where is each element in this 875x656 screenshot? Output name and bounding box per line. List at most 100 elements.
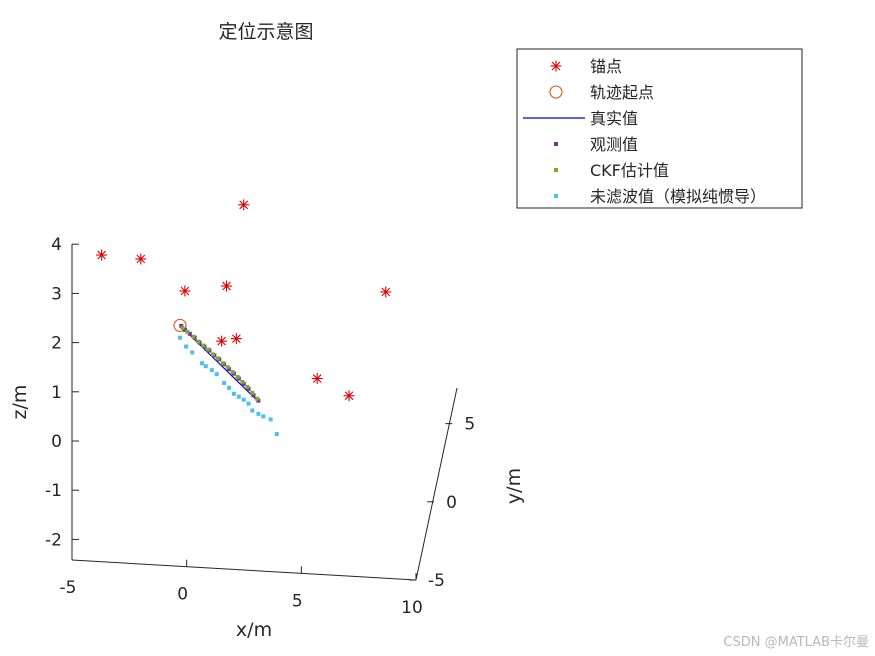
asterisk-stroke	[222, 281, 231, 291]
series-轨迹起点	[173, 318, 187, 332]
x-tick-label: -5	[60, 578, 77, 598]
data-point	[179, 285, 191, 297]
data-point	[178, 335, 182, 340]
x-axis-label: x/m	[236, 619, 272, 641]
legend-box	[516, 48, 803, 209]
z-tick-label: 3	[51, 284, 62, 304]
z-tick-label: 0	[51, 432, 62, 452]
data-point	[255, 396, 260, 401]
y-tick-label: 5	[464, 415, 475, 435]
asterisk-stroke	[344, 391, 354, 401]
data-point	[200, 361, 205, 366]
legend-label: 锚点	[590, 57, 622, 76]
data-point	[184, 344, 189, 349]
series-CKF估计值	[180, 325, 260, 401]
data-point	[214, 372, 219, 377]
data-point	[187, 331, 192, 336]
data-point	[211, 352, 216, 357]
legend-label: 轨迹起点	[590, 83, 654, 102]
asterisk-stroke	[232, 334, 241, 344]
legend-marker	[554, 168, 558, 172]
data-point	[343, 390, 355, 402]
data-point	[185, 329, 190, 334]
data-point	[206, 347, 211, 352]
z-tick-label: 4	[51, 235, 62, 255]
data-point	[246, 401, 251, 406]
data-point	[180, 325, 185, 330]
asterisk-stroke	[136, 254, 146, 264]
data-point	[190, 350, 195, 355]
asterisk-stroke	[381, 287, 391, 297]
data-point	[196, 339, 201, 344]
data-point	[311, 373, 323, 385]
z-tick-label: -1	[45, 481, 62, 501]
y-axis-label: y/m	[503, 468, 525, 504]
data-point	[274, 432, 279, 437]
data-point	[227, 385, 231, 390]
asterisk-stroke	[551, 61, 561, 71]
legend-label: 未滤波值（模拟纯惯导）	[590, 187, 766, 206]
data-point	[238, 199, 250, 211]
y-axis-line	[415, 387, 458, 581]
data-point	[216, 335, 228, 347]
legend-label: 真实值	[590, 109, 638, 128]
series-锚点	[96, 199, 392, 402]
data-point	[231, 391, 236, 396]
data-point	[240, 379, 245, 384]
series-未滤波值（模拟纯惯导）	[178, 335, 279, 437]
data-point	[221, 280, 233, 292]
axes: -2 -1 0 1 2 3 4 z/m -5 0 5 10 x/m -5 0 5 y/m	[9, 235, 525, 641]
data-point	[182, 327, 187, 332]
asterisk-stroke	[217, 336, 226, 346]
data-point	[215, 356, 220, 361]
data-point	[250, 390, 255, 395]
z-axis-label: z/m	[9, 385, 31, 420]
data-point	[230, 333, 242, 345]
data-point	[380, 286, 392, 298]
data-point	[268, 417, 273, 422]
data-point	[245, 384, 250, 389]
data-point	[96, 249, 108, 261]
data-point	[251, 393, 256, 398]
data-point	[230, 370, 235, 375]
series-观测值	[179, 323, 261, 403]
z-tick-label: -2	[45, 530, 62, 550]
legend-marker	[549, 85, 563, 99]
data-point	[241, 397, 246, 402]
asterisk-stroke	[312, 374, 322, 383]
data-point	[203, 364, 208, 369]
data-point	[225, 365, 230, 370]
legend-label: CKF估计值	[590, 161, 669, 180]
legend-label: 观测值	[590, 135, 638, 154]
z-tick-label: 1	[51, 383, 62, 403]
plot-area	[96, 199, 392, 437]
asterisk-stroke	[97, 250, 106, 260]
legend-marker	[554, 142, 558, 146]
data-point	[250, 408, 255, 413]
data-point	[135, 253, 147, 265]
data-point	[261, 414, 266, 419]
data-point	[236, 394, 241, 399]
data-point	[191, 334, 196, 339]
data-point	[235, 375, 240, 380]
chart-title: 定位示意图	[218, 21, 313, 43]
data-point	[220, 361, 225, 366]
x-axis-line	[71, 559, 417, 581]
z-tick-label: 2	[51, 334, 62, 354]
x-tick-label: 0	[177, 585, 188, 605]
asterisk-stroke	[239, 200, 249, 210]
y-tick-label: 0	[446, 493, 457, 513]
watermark: CSDN @MATLAB卡尔曼	[723, 635, 869, 650]
data-point	[222, 380, 227, 385]
data-point	[256, 411, 261, 416]
y-tick-label: -5	[428, 571, 445, 591]
x-tick-label: 10	[401, 598, 423, 618]
x-tick-label: 5	[292, 591, 303, 611]
data-point	[201, 343, 206, 348]
data-point	[173, 318, 187, 332]
asterisk-stroke	[180, 286, 190, 296]
data-point	[209, 368, 214, 373]
legend-marker	[550, 60, 562, 72]
